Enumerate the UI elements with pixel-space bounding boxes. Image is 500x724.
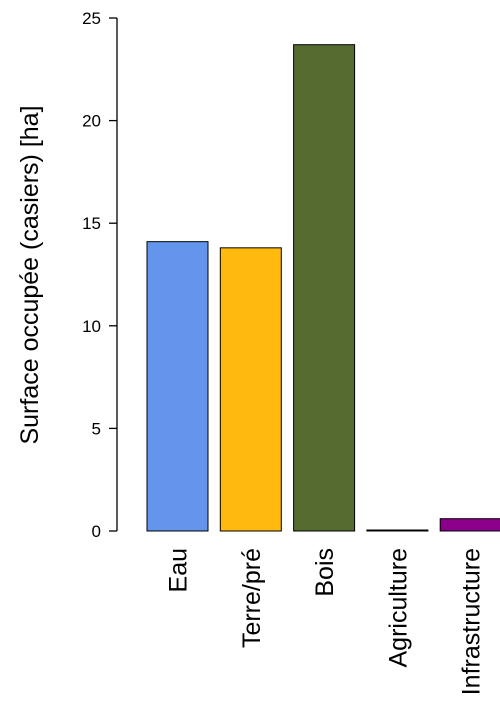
category-labels: Eau Terre/pré Bois Agriculture Infrastructur… — [165, 548, 486, 695]
x-tick-label: Agriculture — [384, 548, 412, 668]
bar-agriculture — [366, 529, 429, 532]
bar-terre-pr- — [219, 247, 282, 532]
bar-infrastructure — [439, 518, 500, 532]
y-tick-label: 25 — [82, 9, 101, 28]
x-tick-label: Terre/pré — [238, 548, 266, 648]
bars — [146, 44, 500, 532]
y-tick-label: 0 — [92, 522, 101, 541]
y-tick-label: 15 — [82, 214, 101, 233]
y-axis-title: Surface occupée (casiers) [ha] — [16, 105, 44, 444]
x-tick-label: Infrastructure — [458, 548, 486, 695]
x-tick-label: Bois — [311, 548, 339, 597]
bar-bois — [293, 44, 356, 532]
y-tick-label: 20 — [82, 112, 101, 131]
y-tick-label: 5 — [92, 419, 101, 438]
bar-eau — [146, 241, 209, 532]
y-axis: 0 5 10 15 20 25 — [82, 9, 118, 541]
x-tick-label: Eau — [165, 548, 193, 592]
y-tick-label: 10 — [82, 317, 101, 336]
